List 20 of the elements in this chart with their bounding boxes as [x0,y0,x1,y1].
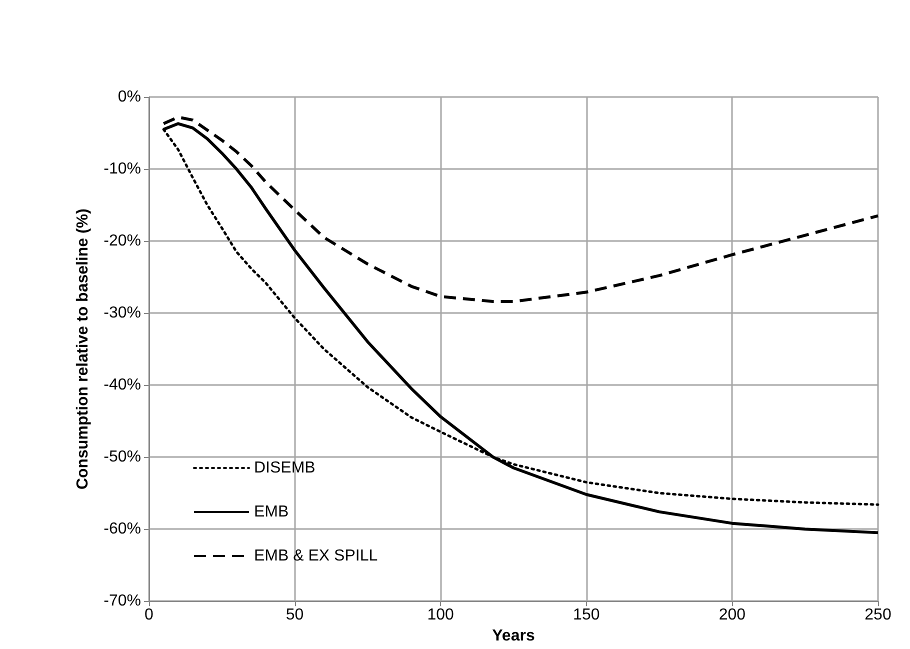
x-tick-label: 0 [144,606,154,624]
x-tick-label: 150 [573,606,600,624]
y-axis-title: Consumption relative to baseline (%) [74,208,92,490]
x-tick-label: 200 [718,606,746,624]
x-axis-title: Years [492,628,535,644]
legend-label: EMB & EX SPILL [254,548,378,564]
y-tick-label: -70% [104,592,141,610]
x-tick-label: 250 [864,606,892,624]
y-tick-label: -60% [104,520,141,538]
legend-label: EMB [254,504,289,520]
x-tick-label: 50 [286,606,304,624]
y-tick-label: -10% [104,160,141,178]
x-tick-label: 100 [427,606,454,624]
y-tick-label: -20% [104,232,141,250]
y-tick-label: 0% [118,88,141,106]
y-tick-label: -30% [104,304,141,322]
y-tick-label: -50% [104,448,141,466]
legend-label: DISEMB [254,460,316,476]
y-tick-label: -40% [104,376,141,394]
line-series [162,116,880,304]
